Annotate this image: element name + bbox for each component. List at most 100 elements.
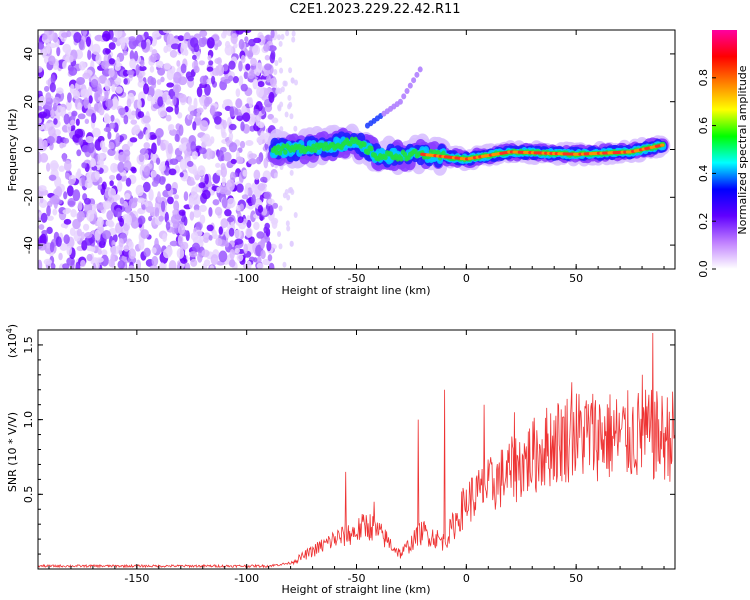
noise-blob bbox=[210, 75, 216, 85]
noise-blob bbox=[160, 142, 166, 152]
noise-blob bbox=[174, 85, 179, 98]
snr-y-tick-label: 0.5 bbox=[22, 486, 35, 504]
noise-blob bbox=[275, 88, 280, 95]
noise-blob bbox=[157, 67, 166, 76]
colorbar-tick-label: 0.0 bbox=[697, 260, 710, 278]
spectrogram-x-ticks: -150 -100 -50 0 50 bbox=[48, 30, 665, 285]
noise-blob bbox=[166, 82, 175, 88]
colorbar-label: Normalized spectral amplitude bbox=[736, 65, 749, 234]
noise-blob bbox=[266, 241, 272, 252]
noise-blob bbox=[246, 228, 252, 238]
noise-blob bbox=[94, 171, 100, 180]
noise-blob bbox=[49, 160, 59, 172]
noise-blob bbox=[215, 162, 221, 168]
noise-blob bbox=[246, 260, 252, 269]
noise-blob bbox=[289, 113, 294, 120]
noise-blob bbox=[163, 45, 169, 54]
noise-blob bbox=[101, 181, 107, 190]
noise-blob bbox=[52, 102, 58, 112]
noise-blob bbox=[90, 157, 96, 168]
noise-blob bbox=[264, 63, 272, 71]
noise-blob bbox=[208, 234, 213, 241]
noise-blob bbox=[290, 77, 295, 84]
noise-blob bbox=[140, 229, 150, 239]
noise-blob bbox=[269, 52, 276, 64]
noise-blob bbox=[69, 83, 75, 94]
noise-blob bbox=[75, 261, 81, 269]
noise-blob bbox=[178, 76, 188, 86]
noise-blob bbox=[151, 180, 159, 187]
noise-blob bbox=[77, 102, 82, 111]
noise-blob bbox=[190, 258, 198, 267]
noise-blob bbox=[172, 95, 177, 106]
noise-blob bbox=[151, 142, 157, 155]
noise-blob bbox=[214, 206, 223, 216]
noise-blob bbox=[204, 97, 211, 107]
noise-blob bbox=[173, 200, 180, 212]
noise-blob bbox=[243, 30, 252, 34]
noise-blob bbox=[253, 257, 258, 263]
noise-blob bbox=[157, 96, 164, 107]
side-trace-blob bbox=[407, 82, 413, 89]
noise-blob bbox=[149, 265, 159, 269]
noise-blob bbox=[158, 163, 166, 172]
noise-blob bbox=[193, 204, 200, 212]
noise-blob bbox=[62, 43, 71, 54]
noise-blob bbox=[125, 177, 132, 187]
trace-blob bbox=[383, 154, 388, 161]
spectrogram-y-ticks: -40 -20 0 20 40 bbox=[22, 29, 675, 270]
noise-blob bbox=[86, 253, 93, 262]
trace-blob bbox=[283, 149, 288, 155]
noise-blob bbox=[199, 30, 208, 38]
spectrogram-plot-area bbox=[38, 30, 671, 269]
snr-y-tick-label: 1.5 bbox=[22, 336, 35, 354]
noise-blob bbox=[163, 62, 171, 70]
spectrogram-y-tick-label: 20 bbox=[22, 95, 35, 109]
noise-blob bbox=[278, 243, 283, 250]
noise-blob bbox=[245, 63, 251, 71]
noise-blob bbox=[43, 85, 50, 92]
noise-blob bbox=[165, 221, 171, 231]
noise-blob bbox=[193, 65, 200, 74]
noise-blob bbox=[267, 45, 277, 52]
noise-blob bbox=[174, 133, 180, 142]
noise-blob bbox=[43, 258, 52, 265]
noise-blob bbox=[199, 120, 209, 132]
noise-blob bbox=[196, 86, 203, 98]
noise-blob bbox=[149, 65, 155, 73]
noise-blob bbox=[253, 169, 261, 181]
spectrogram-x-tick-label: -50 bbox=[348, 272, 366, 285]
noise-blob bbox=[137, 111, 145, 119]
noise-blob bbox=[189, 110, 198, 117]
noise-blob bbox=[143, 165, 151, 176]
trace-core bbox=[660, 143, 665, 147]
noise-blob bbox=[66, 245, 72, 256]
noise-blob bbox=[285, 220, 290, 227]
noise-blob bbox=[83, 197, 92, 205]
noise-blob bbox=[246, 187, 253, 197]
noise-blob bbox=[55, 186, 63, 198]
spectrogram-y-tick-label: -20 bbox=[22, 188, 35, 206]
noise-blob bbox=[50, 109, 55, 118]
noise-blob bbox=[48, 55, 56, 66]
noise-blob bbox=[77, 201, 83, 211]
noise-blob bbox=[238, 75, 244, 88]
noise-blob bbox=[208, 206, 213, 217]
noise-blob bbox=[137, 215, 146, 225]
side-trace-blob bbox=[397, 98, 403, 105]
noise-blob bbox=[68, 178, 76, 186]
noise-blob bbox=[73, 31, 82, 43]
noise-blob bbox=[250, 57, 257, 66]
noise-blob bbox=[126, 69, 135, 75]
noise-blob bbox=[177, 112, 183, 119]
noise-blob bbox=[155, 60, 164, 68]
noise-blob bbox=[53, 96, 61, 105]
spectrogram-x-tick-label: -100 bbox=[234, 272, 259, 285]
trace-blob bbox=[399, 156, 404, 162]
noise-blob bbox=[38, 41, 45, 50]
noise-blob bbox=[83, 97, 89, 109]
noise-blob bbox=[109, 180, 114, 187]
noise-blob bbox=[228, 60, 236, 70]
noise-blob bbox=[266, 75, 272, 83]
noise-blob bbox=[140, 39, 147, 50]
